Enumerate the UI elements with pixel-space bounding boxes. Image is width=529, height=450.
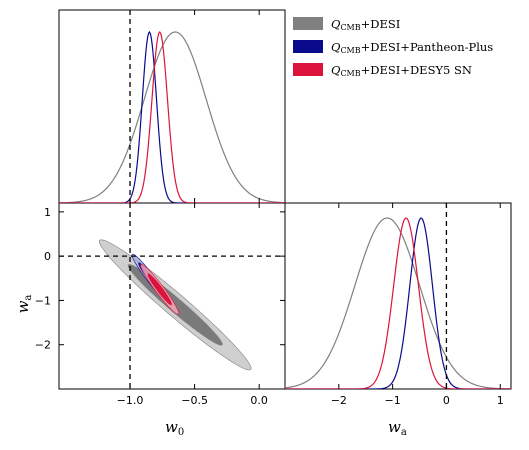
- w0-marginal-curve-0: [59, 31, 285, 203]
- panel-wa-marginal: [284, 202, 512, 390]
- w0-marginal-curve-1: [59, 30, 285, 203]
- legend-label-qcmb-desi: QCMB+DESI: [331, 17, 400, 32]
- wa-tick-label-bottom: 1: [497, 394, 504, 407]
- legend-swatch-desy5: [293, 63, 323, 76]
- legend-swatch-qcmb-desi: [293, 17, 323, 30]
- w0-tick-label: −0.5: [181, 394, 208, 407]
- x-axis-label-wa: wa: [388, 418, 407, 438]
- legend-label-pantheon: QCMB+DESI+Pantheon-Plus: [331, 40, 493, 55]
- wa-tick-label-bottom: −1: [385, 394, 401, 407]
- x-axis-label-w0: w0: [165, 418, 184, 438]
- contour-1sigma-2: [147, 273, 172, 306]
- wa-tick-label-left: −2: [35, 339, 51, 352]
- legend-swatch-pantheon: [293, 40, 323, 53]
- wa-tick-label-bottom: 0: [443, 394, 450, 407]
- wa-tick-label-left: 1: [44, 206, 51, 219]
- wa-marginal-curve-0: [285, 217, 511, 389]
- y-axis-label-wa: wa: [14, 295, 34, 314]
- wa-tick-label-left: −1: [35, 294, 51, 307]
- wa-marginal-curve-1: [285, 217, 511, 389]
- w0-tick-label: −1.0: [117, 394, 144, 407]
- wa-marginal-curve-2: [285, 217, 511, 389]
- panel-w0-marginal: [58, 9, 286, 204]
- w0-marginal-curve-2: [59, 30, 285, 203]
- wa-tick-label-bottom: −2: [331, 394, 347, 407]
- legend: QCMB+DESI QCMB+DESI+Pantheon-Plus QCMB+D…: [293, 17, 493, 78]
- wa-tick-label-left: 0: [44, 250, 51, 263]
- legend-label-desy5: QCMB+DESI+DESY5 SN: [331, 63, 472, 78]
- w0-tick-label: 0.0: [250, 394, 268, 407]
